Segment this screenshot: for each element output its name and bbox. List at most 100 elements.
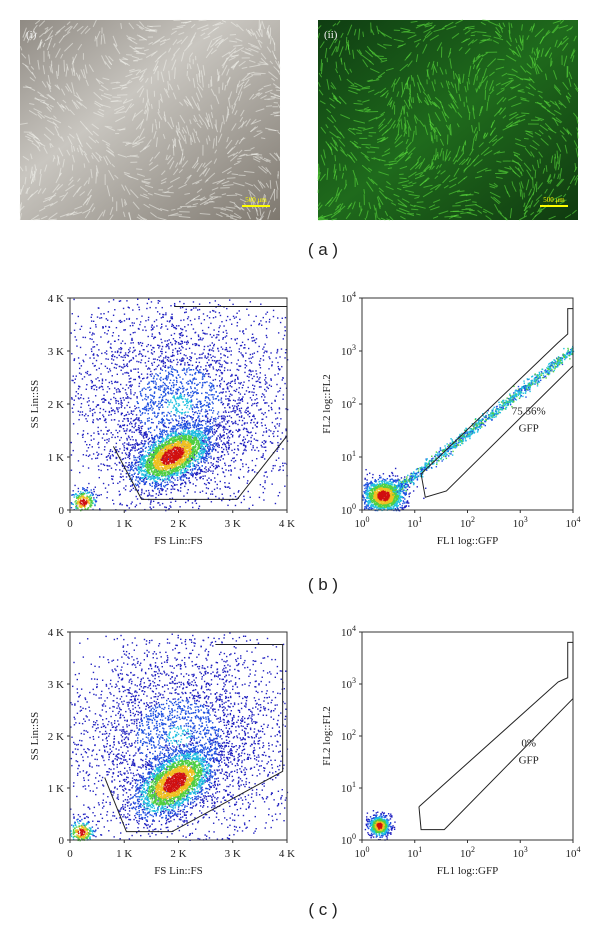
event: [272, 361, 273, 362]
event: [247, 414, 248, 415]
event: [236, 313, 237, 314]
event: [178, 342, 179, 343]
event: [238, 436, 239, 437]
event: [210, 462, 211, 463]
event: [189, 356, 190, 357]
event: [182, 347, 183, 348]
event: [264, 350, 265, 351]
event: [163, 382, 164, 383]
event: [145, 394, 146, 395]
event: [166, 494, 167, 495]
event: [186, 416, 187, 417]
event: [216, 425, 217, 426]
event: [240, 469, 241, 470]
event: [96, 386, 97, 387]
event: [251, 337, 252, 338]
event: [198, 473, 199, 474]
event: [205, 421, 206, 422]
event: [189, 401, 190, 402]
event: [123, 399, 124, 400]
event: [91, 351, 92, 352]
event: [280, 418, 281, 419]
event: [206, 402, 207, 403]
event: [252, 334, 253, 335]
event: [171, 335, 172, 336]
event: [172, 366, 173, 367]
event: [257, 351, 258, 352]
event: [167, 340, 168, 341]
event: [235, 460, 236, 461]
event: [177, 393, 178, 394]
event: [154, 321, 155, 322]
event: [189, 425, 190, 426]
event: [154, 396, 155, 397]
event: [191, 383, 192, 384]
event: [171, 316, 172, 317]
event: [180, 307, 181, 308]
event: [142, 329, 143, 330]
event: [106, 350, 107, 351]
event: [149, 386, 150, 387]
event: [93, 453, 94, 454]
event: [135, 368, 136, 369]
event: [86, 455, 87, 456]
event: [271, 386, 272, 387]
event: [228, 432, 229, 433]
event: [157, 311, 158, 312]
event: [162, 397, 163, 398]
event: [180, 381, 181, 382]
event: [131, 410, 132, 411]
event: [263, 399, 264, 400]
event: [136, 417, 137, 418]
event: [180, 328, 181, 329]
event: [270, 430, 271, 431]
event: [266, 351, 267, 352]
event: [202, 338, 203, 339]
event: [148, 431, 149, 432]
event: [181, 418, 182, 419]
event: [229, 406, 230, 407]
event: [98, 469, 99, 470]
event: [241, 415, 242, 416]
event: [240, 410, 241, 411]
event: [269, 358, 270, 359]
event: [125, 352, 126, 353]
event: [148, 383, 149, 384]
event: [176, 403, 177, 404]
event: [128, 381, 129, 382]
event: [185, 311, 186, 312]
event: [148, 428, 149, 429]
event: [155, 382, 156, 383]
event: [134, 332, 135, 333]
event: [124, 357, 125, 358]
event: [178, 350, 179, 351]
event: [225, 487, 226, 488]
event: [187, 357, 188, 358]
event: [93, 385, 94, 386]
cell: [237, 161, 241, 162]
event: [265, 377, 266, 378]
event: [188, 324, 189, 325]
event: [188, 342, 189, 343]
cell: [364, 189, 365, 194]
event: [121, 405, 122, 406]
event: [182, 391, 183, 392]
event: [145, 389, 146, 390]
event: [235, 410, 236, 411]
event: [98, 453, 99, 454]
event: [189, 369, 190, 370]
event: [179, 412, 180, 413]
event: [111, 432, 112, 433]
event: [257, 440, 258, 441]
event: [183, 495, 184, 496]
event: [230, 495, 231, 496]
event: [81, 365, 82, 366]
event: [192, 507, 193, 508]
event: [185, 411, 186, 412]
event: [178, 403, 179, 404]
event: [197, 365, 198, 366]
event: [88, 400, 89, 401]
event: [191, 419, 192, 420]
event: [149, 417, 150, 418]
event: [209, 404, 210, 405]
